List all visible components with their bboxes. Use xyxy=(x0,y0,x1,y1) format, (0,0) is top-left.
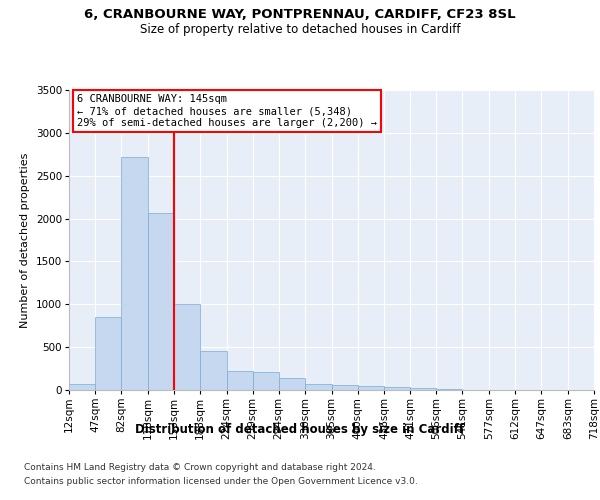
Bar xyxy=(436,388,463,390)
Text: Size of property relative to detached houses in Cardiff: Size of property relative to detached ho… xyxy=(140,22,460,36)
Text: 6, CRANBOURNE WAY, PONTPRENNAU, CARDIFF, CF23 8SL: 6, CRANBOURNE WAY, PONTPRENNAU, CARDIFF,… xyxy=(84,8,516,20)
Bar xyxy=(95,317,121,390)
Y-axis label: Number of detached properties: Number of detached properties xyxy=(20,152,30,328)
Bar xyxy=(69,384,95,390)
Bar xyxy=(148,214,174,390)
Bar xyxy=(227,370,253,390)
Bar xyxy=(253,372,279,390)
Bar xyxy=(279,378,305,390)
Bar xyxy=(305,384,331,390)
Text: Contains public sector information licensed under the Open Government Licence v3: Contains public sector information licen… xyxy=(24,478,418,486)
Bar xyxy=(384,388,410,390)
Text: 6 CRANBOURNE WAY: 145sqm
← 71% of detached houses are smaller (5,348)
29% of sem: 6 CRANBOURNE WAY: 145sqm ← 71% of detach… xyxy=(77,94,377,128)
Bar xyxy=(332,385,358,390)
Text: Distribution of detached houses by size in Cardiff: Distribution of detached houses by size … xyxy=(136,422,464,436)
Bar xyxy=(410,388,436,390)
Bar xyxy=(121,157,148,390)
Text: Contains HM Land Registry data © Crown copyright and database right 2024.: Contains HM Land Registry data © Crown c… xyxy=(24,462,376,471)
Bar xyxy=(358,386,384,390)
Bar xyxy=(200,352,227,390)
Bar xyxy=(174,304,200,390)
